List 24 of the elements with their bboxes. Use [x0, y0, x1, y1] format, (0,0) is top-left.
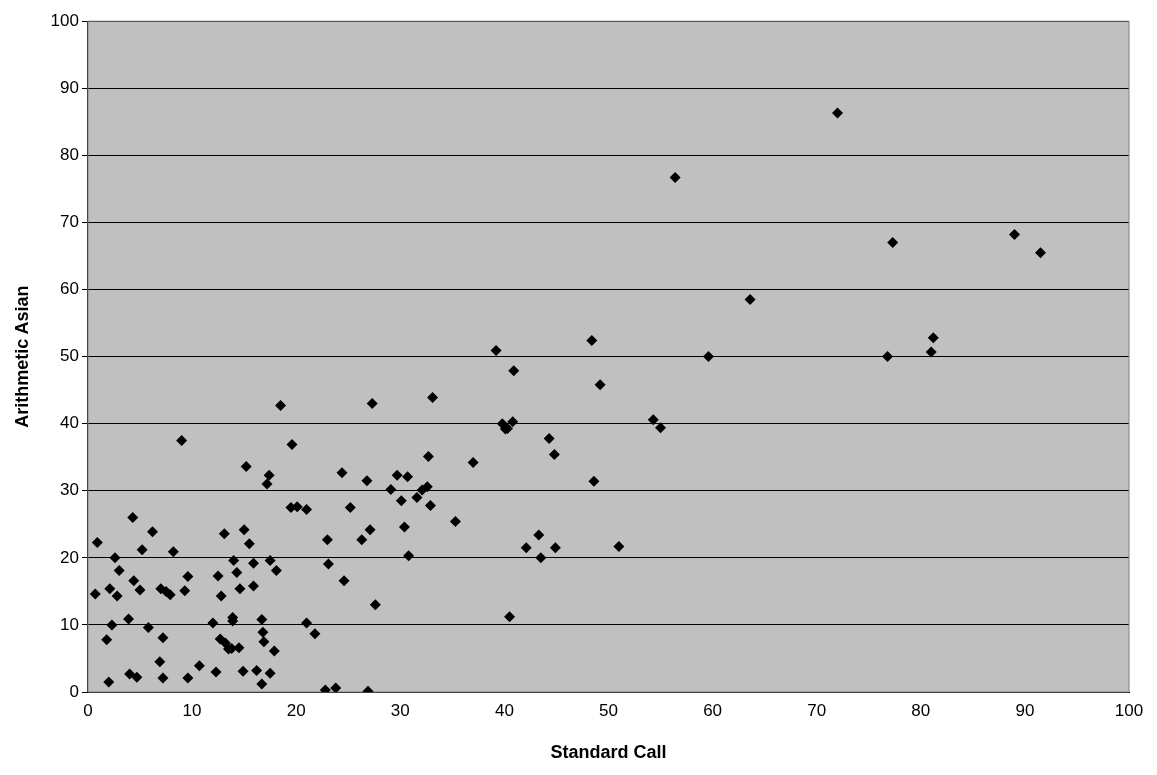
x-tick-label: 50: [599, 700, 618, 720]
y-tick-label: 100: [50, 10, 79, 30]
x-tick-label: 0: [83, 700, 93, 720]
x-tick-label: 100: [1114, 700, 1144, 720]
y-tick-label: 40: [60, 413, 79, 433]
y-tick-label: 70: [60, 212, 79, 232]
y-tick-label: 60: [60, 279, 79, 299]
y-tick-label: 30: [60, 480, 79, 500]
x-axis-title: Standard Call: [550, 742, 667, 763]
y-tick-label: 90: [60, 77, 79, 97]
x-tick-label: 80: [911, 700, 931, 720]
x-tick-label: 20: [286, 700, 306, 720]
y-tick-label: 50: [60, 346, 79, 366]
y-tick-label: 20: [60, 547, 79, 567]
y-tick-label: 80: [60, 145, 79, 165]
x-tick-label: 90: [1015, 700, 1035, 720]
y-tick-label: 10: [60, 614, 79, 634]
x-tick-label: 70: [807, 700, 827, 720]
x-tick-label: 30: [390, 700, 410, 720]
x-tick-label: 40: [494, 700, 514, 720]
y-tick-label: 0: [69, 681, 79, 701]
y-axis-title: Arithmetic Asian: [11, 285, 32, 428]
x-tick-label: 60: [703, 700, 723, 720]
x-tick-label: 10: [182, 700, 202, 720]
